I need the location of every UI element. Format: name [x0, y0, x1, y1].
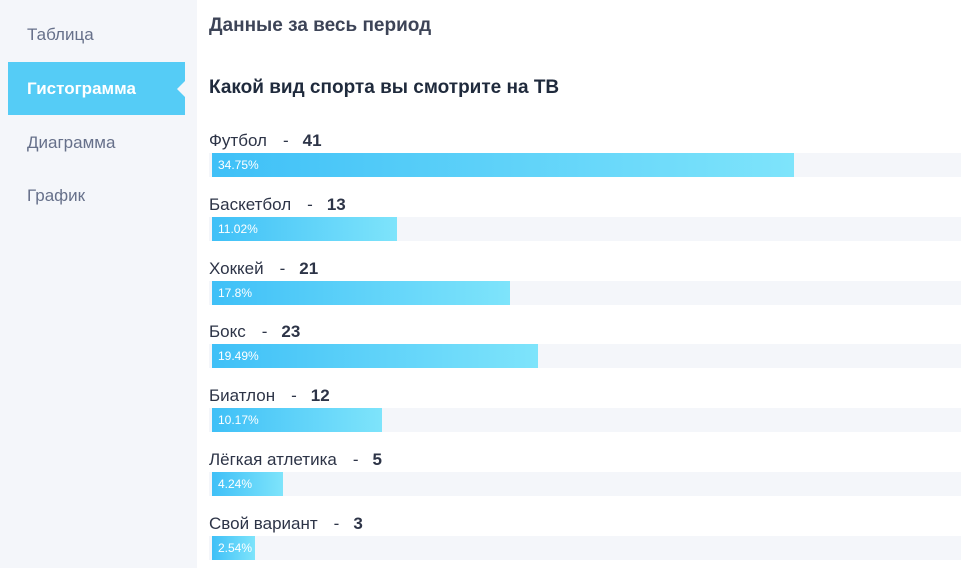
separator: -	[279, 258, 286, 278]
bar-count: 12	[310, 386, 330, 406]
bar-percent-label: 11.02%	[218, 221, 258, 236]
bar-category-label: Биатлон -12	[209, 384, 330, 408]
bar	[212, 408, 383, 433]
main-content: Данные за весь период Какой вид спорта в…	[209, 0, 961, 568]
bar	[212, 535, 255, 560]
sidebar-item-label: Таблица	[27, 25, 94, 44]
bar-percent-label: 10.17%	[218, 413, 259, 428]
sidebar-item-histogram[interactable]: Гистограмма	[8, 62, 186, 115]
bar-row: Свой вариант -3 2.54%	[209, 512, 961, 564]
separator: -	[352, 450, 359, 469]
bar-track: 17.8%	[209, 280, 961, 305]
bar	[212, 344, 539, 369]
category-name: Биатлон	[209, 386, 276, 406]
bar	[212, 472, 283, 496]
category-name: Футбол	[209, 131, 267, 150]
bar-percent-label: 4.24%	[218, 477, 253, 491]
bar-row: Лёгкая атлетика -5 4.24%	[209, 448, 961, 500]
bar-track: 4.24%	[209, 472, 961, 496]
sidebar-item-label: График	[27, 186, 86, 205]
sidebar-item-graph[interactable]: График	[8, 169, 185, 222]
separator: -	[307, 194, 313, 214]
bar-row: Баскетбол -13 11.02%	[209, 193, 961, 245]
bar-category-label: Футбол -41	[209, 129, 322, 153]
separator: -	[261, 322, 268, 342]
bar-category-label: Свой вариант -3	[209, 512, 363, 536]
category-name: Свой вариант	[209, 513, 318, 533]
separator: -	[282, 131, 289, 150]
period-title: Данные за весь период	[209, 15, 432, 36]
bar-count: 41	[302, 131, 322, 150]
separator: -	[333, 513, 340, 533]
bar-row: Футбол -41 34.75%	[209, 129, 961, 181]
bar-percent-label: 2.54%	[218, 540, 253, 555]
category-name: Баскетбол	[209, 194, 292, 214]
category-name: Хоккей	[209, 258, 264, 278]
question-title: Какой вид спорта вы смотрите на ТВ	[209, 77, 560, 98]
bar-count: 5	[372, 450, 382, 469]
bar	[212, 216, 397, 241]
sidebar-item-label: Диаграмма	[27, 133, 116, 152]
separator: -	[291, 386, 297, 406]
sidebar-item-label: Гистограмма	[27, 79, 136, 98]
bar-track: 2.54%	[209, 535, 961, 560]
bar-row: Бокс -23 19.49%	[209, 320, 961, 372]
bar-category-label: Бокс -23	[209, 320, 300, 344]
bar	[212, 280, 511, 305]
bar	[212, 153, 794, 177]
category-name: Бокс	[209, 322, 246, 342]
bar-track: 10.17%	[209, 408, 961, 433]
bar-category-label: Лёгкая атлетика -5	[209, 448, 382, 472]
sidebar-item-table[interactable]: Таблица	[8, 8, 185, 61]
bar-row: Хоккей -21 17.8%	[209, 257, 961, 309]
sidebar-item-diagram[interactable]: Диаграмма	[8, 116, 185, 169]
category-name: Лёгкая атлетика	[209, 450, 337, 469]
bar-row: Биатлон -12 10.17%	[209, 384, 961, 436]
bar-track: 11.02%	[209, 216, 961, 241]
sidebar: Таблица Гистограмма Диаграмма График	[0, 0, 197, 568]
bar-count: 13	[326, 194, 346, 214]
bar-category-label: Баскетбол -13	[209, 193, 346, 217]
bar-count: 23	[281, 322, 301, 342]
bar-percent-label: 34.75%	[218, 158, 259, 172]
bar-count: 3	[353, 513, 363, 533]
bar-percent-label: 17.8%	[218, 285, 253, 300]
bar-percent-label: 19.49%	[218, 349, 259, 364]
bar-count: 21	[299, 258, 319, 278]
bar-track: 19.49%	[209, 344, 961, 369]
bar-category-label: Хоккей -21	[209, 257, 318, 281]
bar-track: 34.75%	[209, 153, 961, 177]
